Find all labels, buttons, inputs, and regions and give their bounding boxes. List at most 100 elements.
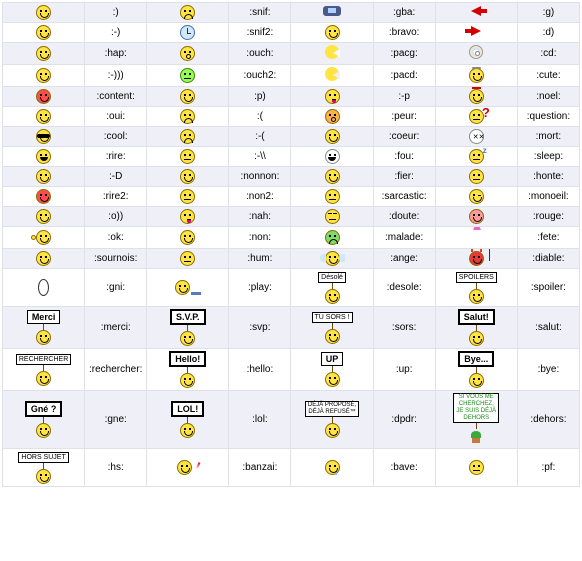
emoticon-code: :fete: — [517, 227, 579, 249]
emoticon-code: :-))) — [85, 65, 147, 87]
emoticon-code: :banzai: — [229, 449, 291, 487]
smile-icon — [180, 89, 195, 104]
emoticon-code: :bravo: — [373, 23, 435, 43]
emoticon-code: :pf: — [517, 449, 579, 487]
emoticon-cell — [435, 65, 517, 87]
play-icon — [175, 282, 201, 293]
red-face-icon — [36, 189, 51, 204]
emoticon-code: :doute: — [373, 207, 435, 227]
emoticon-cell: z — [435, 147, 517, 167]
emoticon-code: :spoiler: — [517, 269, 579, 307]
emoticon-code: :sleep: — [517, 147, 579, 167]
emoticon-cell — [3, 65, 85, 87]
emoticon-cell — [3, 43, 85, 65]
emoticon-code: :( — [229, 107, 291, 127]
fear-icon — [325, 109, 340, 124]
wink-icon — [469, 189, 484, 204]
emoticon-code: :d) — [517, 23, 579, 43]
emoticon-code: :hs: — [85, 449, 147, 487]
tongue-icon — [180, 209, 195, 224]
emoticon-code: :rouge: — [517, 207, 579, 227]
emoticon-row: :o)):nah::doute::rouge: — [3, 207, 580, 227]
banzai-icon — [177, 462, 198, 473]
sign-icon: LOL! — [171, 401, 204, 438]
sleep-icon: z — [469, 149, 484, 164]
emoticon-code: :snif: — [229, 3, 291, 23]
question-icon: ? — [469, 109, 484, 124]
emoticon-row: RECHERCHER:rechercher:Hello!:hello:UP:up… — [3, 349, 580, 391]
emoticon-cell — [291, 23, 373, 43]
emoticon-code: :mort: — [517, 127, 579, 147]
emoticon-cell — [291, 187, 373, 207]
neutral-icon — [469, 460, 484, 475]
emoticon-cell — [3, 227, 85, 249]
devil-icon — [469, 251, 484, 266]
smile-icon — [325, 169, 340, 184]
smile-icon — [36, 25, 51, 40]
emoticon-cell: Hello! — [147, 349, 229, 391]
emoticon-code: :cd: — [517, 43, 579, 65]
smile-icon — [36, 169, 51, 184]
smile-icon — [180, 230, 195, 245]
emoticon-code: :rire2: — [85, 187, 147, 207]
emoticon-cell — [291, 147, 373, 167]
emoticon-code: :noel: — [517, 87, 579, 107]
smile-icon — [36, 209, 51, 224]
dead-icon: ✕✕ — [469, 129, 484, 144]
emoticon-code: :p) — [229, 87, 291, 107]
emoticon-code: :) — [85, 3, 147, 23]
emoticon-cell — [291, 127, 373, 147]
emoticon-cell — [147, 3, 229, 23]
emoticon-cell — [147, 43, 229, 65]
sign-icon: Gné ? — [25, 401, 63, 438]
emoticon-cell — [291, 207, 373, 227]
emoticon-row: :hap::ouch::pacg::cd: — [3, 43, 580, 65]
emoticon-cell — [291, 449, 373, 487]
emoticon-cell: ? — [435, 107, 517, 127]
emoticon-cell — [3, 207, 85, 227]
emoticon-code: :oui: — [85, 107, 147, 127]
party-icon — [469, 229, 483, 243]
smile-icon — [180, 169, 195, 184]
sign-icon: Désolé — [318, 271, 346, 304]
emoticon-row: :rire::-\\:fou:z:sleep: — [3, 147, 580, 167]
emoticon-cell — [435, 207, 517, 227]
dizzy-icon — [180, 68, 195, 83]
emoticon-cell — [147, 107, 229, 127]
emoticon-cell: SI VOUS MECHERCHEZ,JE SUIS DÉJÀDEHORS — [435, 391, 517, 449]
emoticon-code: :ouch: — [229, 43, 291, 65]
blush-icon — [469, 209, 484, 224]
neutral-icon — [180, 149, 195, 164]
emoticon-cell — [3, 3, 85, 23]
pacman-icon — [325, 45, 339, 59]
emoticon-cell — [435, 167, 517, 187]
sign-icon: RECHERCHER — [16, 353, 71, 386]
emoticon-code: :salut: — [517, 307, 579, 349]
emoticon-code: :ouch2: — [229, 65, 291, 87]
emoticon-cell — [435, 3, 517, 23]
emoticon-cell — [147, 147, 229, 167]
emoticon-code: :sournois: — [85, 249, 147, 269]
emoticon-code: :up: — [373, 349, 435, 391]
neutral-icon — [325, 189, 340, 204]
tongue-icon — [325, 89, 340, 104]
emoticon-code: :non: — [229, 227, 291, 249]
emoticon-cell — [291, 227, 373, 249]
emoticon-cell — [147, 207, 229, 227]
emoticon-code: :bye: — [517, 349, 579, 391]
angel-icon — [325, 251, 340, 266]
emoticon-cell — [147, 449, 229, 487]
drool-icon — [325, 460, 340, 475]
emoticon-code: :rire: — [85, 147, 147, 167]
emoticon-cell — [3, 107, 85, 127]
emoticon-code: :dpdr: — [373, 391, 435, 449]
emoticon-code: :gni: — [85, 269, 147, 307]
emoticon-row: :gni::play:Désolé:desole:SPOILERS:spoile… — [3, 269, 580, 307]
sick-icon — [325, 230, 340, 245]
emoticon-row: :rire2::non2::sarcastic::monoeil: — [3, 187, 580, 207]
emoticon-cell — [147, 167, 229, 187]
emoticon-code: :fou: — [373, 147, 435, 167]
emoticon-code: :nah: — [229, 207, 291, 227]
emoticon-code: :diable: — [517, 249, 579, 269]
emoticon-code: :cute: — [517, 65, 579, 87]
